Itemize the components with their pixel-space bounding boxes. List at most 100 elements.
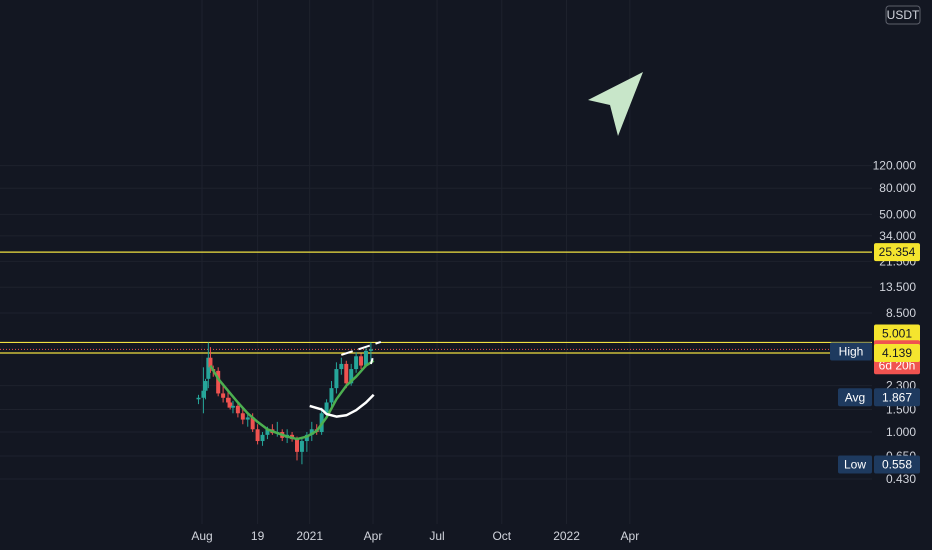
candle-body	[324, 402, 329, 414]
arrow-shape[interactable]	[588, 72, 643, 136]
candle-body	[235, 405, 240, 414]
candle[interactable]	[363, 347, 368, 368]
price-tag-box	[874, 343, 920, 362]
price-tag-value: 0.558	[882, 457, 912, 471]
candle-body	[196, 397, 201, 400]
candle-body	[295, 439, 300, 452]
candle[interactable]	[344, 360, 349, 389]
horizontal-lines[interactable]	[0, 251, 872, 354]
price-tag-side-box	[838, 388, 872, 407]
price-tag-value: 5.001	[882, 326, 912, 340]
price-tag: 5.001	[874, 324, 920, 343]
candle-body	[354, 356, 359, 370]
price-tag-side-label: High	[839, 344, 864, 358]
candle[interactable]	[226, 390, 231, 408]
candle[interactable]	[339, 357, 344, 375]
candle-body	[344, 363, 349, 384]
price-tag-value: 1.867	[882, 390, 912, 404]
candle[interactable]	[260, 432, 265, 446]
candle[interactable]	[230, 400, 235, 414]
time-tick-label: Apr	[364, 529, 383, 543]
candle[interactable]	[309, 421, 314, 442]
price-tag-box	[874, 324, 920, 343]
dashed-trend-line	[340, 340, 382, 356]
time-tick-label: 2022	[553, 529, 580, 543]
candle[interactable]	[359, 353, 364, 370]
candle[interactable]	[354, 352, 359, 373]
candle-body	[216, 370, 221, 394]
candle[interactable]	[203, 378, 208, 400]
price-tag-box	[874, 243, 920, 262]
candle-body	[304, 434, 309, 442]
candle[interactable]	[255, 424, 260, 445]
candle[interactable]	[245, 413, 250, 427]
price-tag-side-box	[830, 342, 872, 361]
candle-body	[208, 357, 213, 368]
candle[interactable]	[228, 397, 233, 410]
price-tag: 0.558 Low	[838, 455, 920, 474]
price-tick-label: 80.000	[879, 181, 916, 195]
currency-label: USDT	[887, 8, 920, 22]
candle-body	[260, 434, 265, 442]
price-tag-box	[874, 455, 920, 474]
price-tick-label: 0.430	[886, 472, 916, 486]
price-tag-value: 4.139	[882, 346, 912, 360]
candle-body	[339, 363, 344, 370]
time-tick-label: Aug	[191, 529, 212, 543]
candle[interactable]	[206, 342, 211, 389]
candle-body	[228, 402, 233, 408]
candle-body	[265, 429, 270, 435]
time-axis[interactable]: Aug 19 2021 Apr Jul Oct 2022 Apr	[191, 529, 639, 543]
currency-badge: USDT	[885, 5, 921, 25]
time-tick-label: 2021	[296, 529, 323, 543]
candle[interactable]	[334, 362, 339, 394]
candle-body	[201, 390, 206, 398]
candle-body	[221, 393, 226, 398]
candle-body	[359, 356, 364, 366]
candle-body	[309, 429, 314, 435]
indicator-lines	[209, 340, 382, 441]
time-tick-label: 19	[251, 529, 265, 543]
price-tag-value: 25.354	[879, 245, 916, 259]
candle[interactable]	[196, 394, 201, 405]
candle-body	[240, 413, 245, 420]
candle-body	[349, 369, 354, 384]
time-tick-label: Jul	[429, 529, 444, 543]
candle[interactable]	[299, 437, 304, 465]
time-tick-label: Oct	[492, 529, 511, 543]
candle-body	[226, 397, 231, 403]
candle[interactable]	[216, 367, 221, 397]
candle[interactable]	[240, 407, 245, 425]
candle-body	[299, 441, 304, 452]
dashed-trend-line-short	[369, 354, 375, 365]
price-axis-background[interactable]	[872, 0, 932, 524]
candle[interactable]	[295, 436, 300, 461]
candle[interactable]	[235, 402, 240, 418]
price-tick-label: 8.500	[886, 306, 916, 320]
candle-body	[250, 417, 255, 430]
price-tag-side-label: Avg	[845, 390, 865, 404]
candle[interactable]	[368, 342, 373, 361]
price-tag: 4.139	[874, 343, 920, 362]
price-tick-label: 120.000	[873, 159, 917, 173]
candle-body	[368, 349, 373, 351]
price-tag-side-box	[838, 455, 872, 474]
candle-body	[206, 357, 211, 379]
price-tick-label: 1.000	[886, 425, 916, 439]
candle-body	[334, 369, 339, 389]
time-tick-label: Apr	[621, 529, 640, 543]
candle-body	[230, 405, 235, 408]
white-curve-line	[309, 393, 375, 418]
arrow-icon[interactable]	[588, 72, 643, 136]
price-tick-label: 34.000	[879, 229, 916, 243]
candle[interactable]	[329, 381, 334, 408]
candle[interactable]	[208, 347, 213, 373]
price-tag: 25.354	[874, 243, 920, 262]
price-tag-box	[874, 388, 920, 407]
price-tick-label: 50.000	[879, 207, 916, 221]
candle-body	[363, 350, 368, 366]
candle[interactable]	[201, 367, 206, 414]
